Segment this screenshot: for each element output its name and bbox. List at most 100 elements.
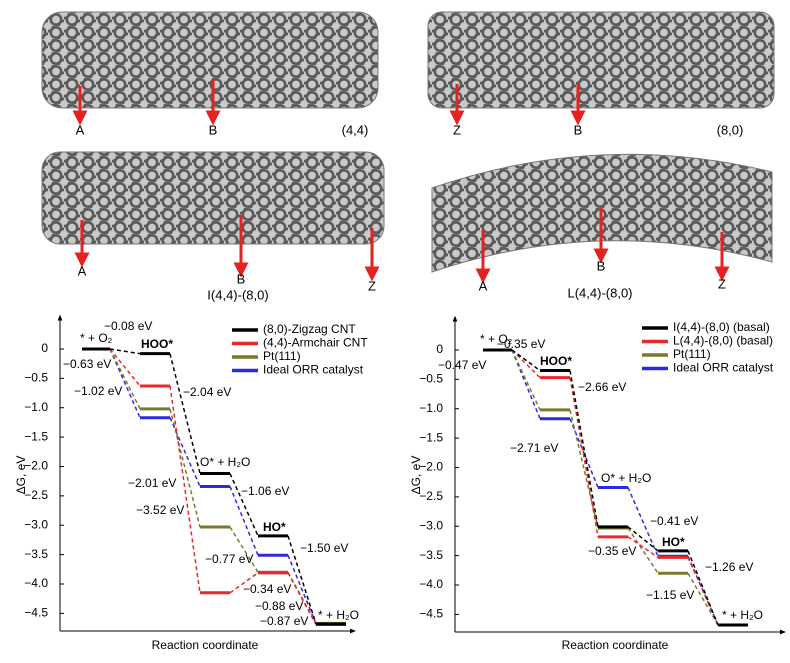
legend-label: (4,4)-Armchair CNT xyxy=(263,336,368,350)
legend-label: Pt(111) xyxy=(673,347,711,361)
connector xyxy=(169,417,201,487)
site-label: B xyxy=(209,122,218,137)
y-tick-label: −2.5 xyxy=(24,488,48,502)
step-label: −1.50 eV xyxy=(300,541,348,555)
y-axis-label: ΔG, eV xyxy=(14,456,28,495)
connector xyxy=(287,535,317,625)
y-tick-label: −4.5 xyxy=(419,607,443,621)
step-label: −1.15 eV xyxy=(646,588,694,602)
y-tick-label: −1.0 xyxy=(419,401,443,415)
y-tick-label: −1.5 xyxy=(24,429,48,443)
structure-name: L(4,4)-(8,0) xyxy=(567,285,632,300)
stage-label: * + H₂O xyxy=(318,608,359,622)
y-tick-label: −3.0 xyxy=(24,517,48,531)
step-label: −0.77 eV xyxy=(205,552,253,566)
site-label: Z xyxy=(368,278,376,293)
stage-label: * + H₂O xyxy=(722,608,763,622)
connector xyxy=(627,487,659,557)
connector xyxy=(569,370,599,527)
connector xyxy=(569,377,599,537)
y-tick-label: −3.5 xyxy=(419,548,443,562)
connector xyxy=(627,527,659,574)
step-label: −0.47 eV xyxy=(438,358,486,372)
site-label: A xyxy=(76,122,85,137)
step-label: −0.34 eV xyxy=(243,582,291,596)
y-tick-label: −2.0 xyxy=(419,460,443,474)
connector xyxy=(109,348,141,419)
step-label: −2.71 eV xyxy=(510,441,558,455)
step-label: −0.08 eV xyxy=(104,319,152,333)
stage-label: * + O₂ xyxy=(480,332,513,346)
y-tick-label: −3.5 xyxy=(24,547,48,561)
connector xyxy=(169,408,201,528)
connector xyxy=(687,557,719,626)
y-tick-label: 0 xyxy=(436,342,443,356)
step-label: −2.66 eV xyxy=(578,380,626,394)
y-tick-label: −1.5 xyxy=(419,430,443,444)
x-axis-label: Reaction coordinate xyxy=(152,638,259,652)
connector xyxy=(229,526,259,573)
site-label: A xyxy=(479,278,488,293)
y-tick-label: −0.5 xyxy=(24,371,48,385)
stage-label: HO* xyxy=(263,520,286,534)
nanotubes xyxy=(41,11,775,273)
connector xyxy=(627,536,659,559)
y-tick-label: −2.5 xyxy=(419,489,443,503)
legend-label: Ideal ORR catalyst xyxy=(263,363,364,377)
connector xyxy=(511,349,541,420)
site-label: Z xyxy=(718,276,726,291)
legend-label: Pt(111) xyxy=(263,349,301,363)
y-tick-label: −1.0 xyxy=(24,400,48,414)
legend-label: Ideal ORR catalyst xyxy=(673,361,774,375)
connector xyxy=(229,473,259,537)
step-label: −3.52 eV xyxy=(136,503,184,517)
y-tick-label: −4.0 xyxy=(24,576,48,590)
connector xyxy=(229,486,259,556)
stage-label: HOO* xyxy=(540,354,572,368)
site-label: B xyxy=(597,258,606,273)
connector xyxy=(687,572,719,626)
connector xyxy=(109,348,141,387)
legend-label: I(4,4)-(8,0) (basal) xyxy=(673,320,770,334)
connector xyxy=(511,349,541,372)
step-label: −0.87 eV xyxy=(260,614,308,628)
site-label: B xyxy=(574,122,583,137)
structure-name: I(4,4)-(8,0) xyxy=(207,287,268,302)
connector xyxy=(109,348,141,355)
nanotube xyxy=(41,11,379,109)
structure-name: (4,4) xyxy=(342,122,369,137)
connector xyxy=(287,554,317,625)
connector xyxy=(109,348,141,410)
step-label: −0.63 eV xyxy=(63,357,111,371)
nanotube xyxy=(41,151,385,245)
connector xyxy=(169,353,201,474)
site-label: Z xyxy=(453,122,461,137)
stage-label: * + O₂ xyxy=(80,331,113,345)
connector xyxy=(687,550,719,626)
connector xyxy=(569,418,599,488)
stage-label: O* + H₂O xyxy=(601,471,651,485)
x-axis-label: Reaction coordinate xyxy=(562,638,669,652)
site-label: A xyxy=(78,263,87,278)
step-label: −0.35 eV xyxy=(497,337,545,351)
y-tick-label: −0.5 xyxy=(419,372,443,386)
stage-label: HOO* xyxy=(141,337,173,351)
step-label: −2.01 eV xyxy=(128,476,176,490)
site-label: B xyxy=(237,271,246,286)
step-label: −1.06 eV xyxy=(241,484,289,498)
stage-label: HO* xyxy=(662,535,685,549)
step-label: −0.41 eV xyxy=(650,514,698,528)
connector xyxy=(511,349,541,411)
legend-label: L(4,4)-(8,0) (basal) xyxy=(673,334,773,348)
connector xyxy=(229,572,259,594)
structure-name: (8,0) xyxy=(717,122,744,137)
step-label: −0.35 eV xyxy=(588,544,636,558)
y-tick-label: 0 xyxy=(41,341,48,355)
step-label: −0.88 eV xyxy=(255,599,303,613)
y-tick-label: −2.0 xyxy=(24,459,48,473)
connector xyxy=(569,409,599,529)
stage-label: O* + H₂O xyxy=(200,455,250,469)
nanotube xyxy=(427,11,775,109)
y-tick-label: −4.0 xyxy=(419,577,443,591)
